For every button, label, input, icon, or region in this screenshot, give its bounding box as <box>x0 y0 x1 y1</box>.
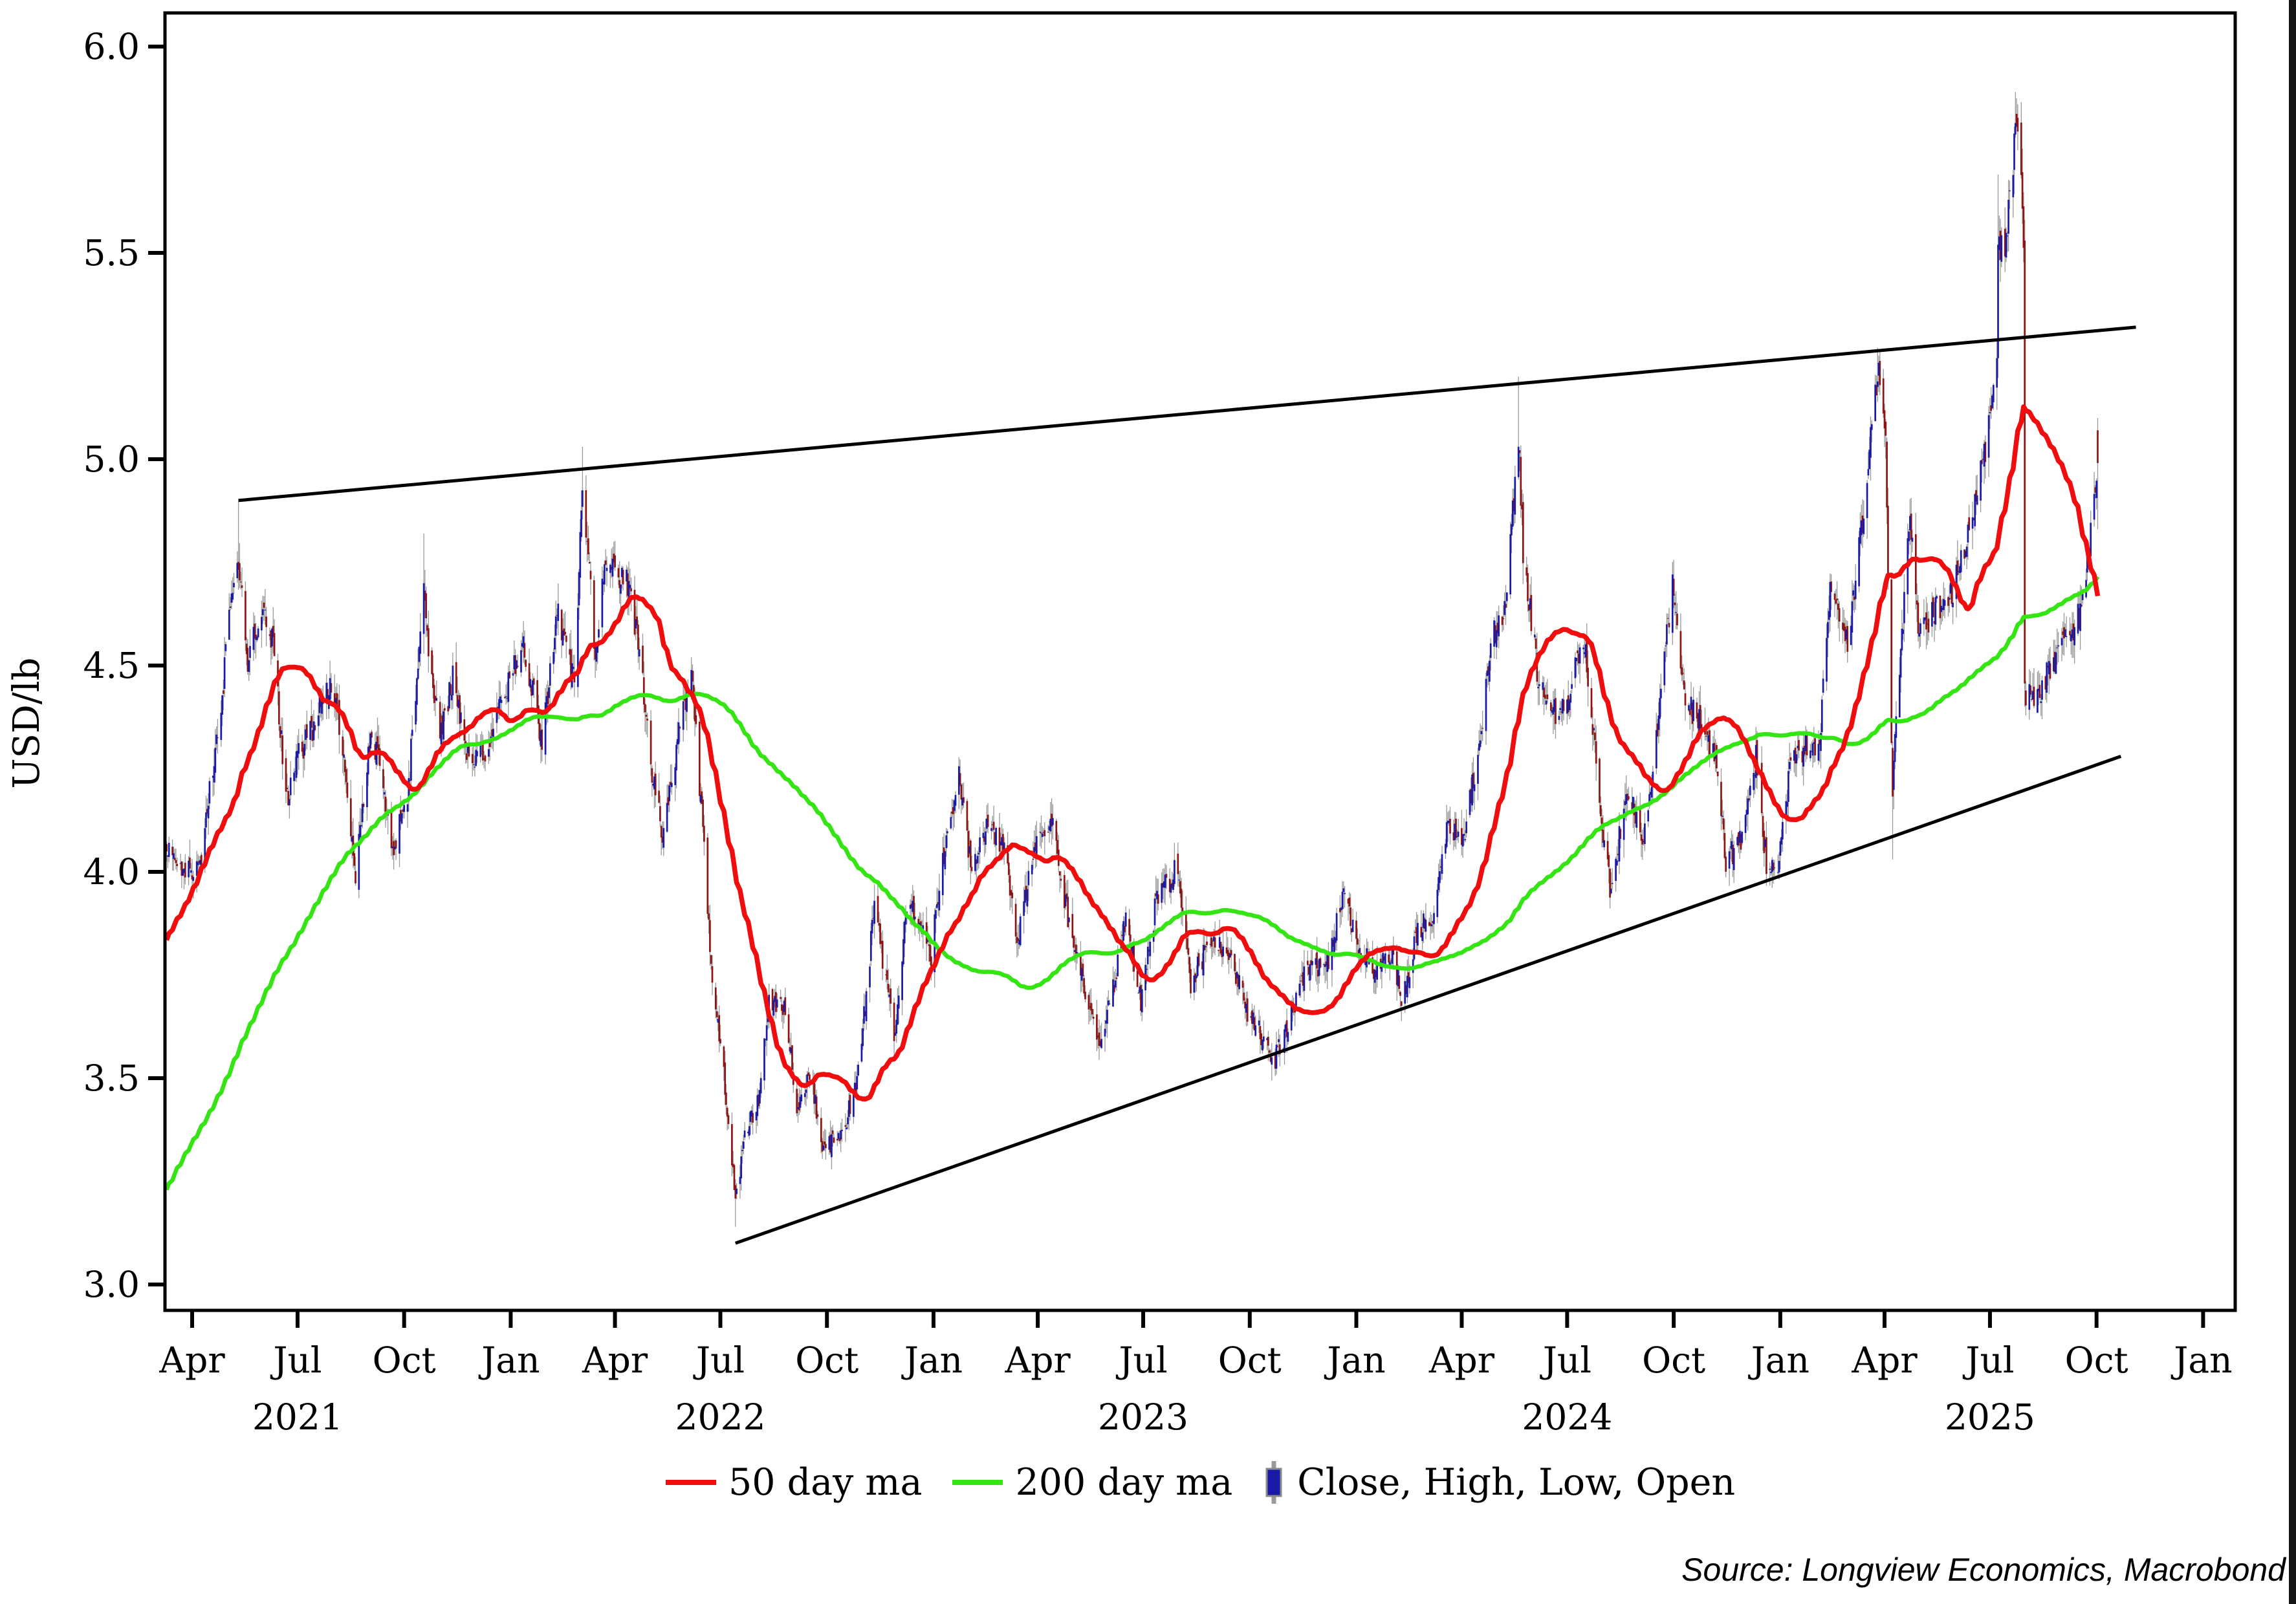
legend-item-50dma: 50 day ma <box>665 1461 922 1504</box>
svg-text:Oct: Oct <box>1218 1339 1282 1381</box>
svg-text:2023: 2023 <box>1098 1396 1188 1438</box>
legend-item-200dma: 200 day ma <box>952 1461 1232 1504</box>
svg-text:Apr: Apr <box>1428 1339 1495 1381</box>
legend-item-ohlc: Close, High, Low, Open <box>1262 1458 1735 1507</box>
svg-text:Oct: Oct <box>795 1339 858 1381</box>
svg-text:4.0: 4.0 <box>83 851 140 893</box>
red-line-swatch-icon <box>665 1480 716 1485</box>
svg-text:Jan: Jan <box>478 1339 540 1381</box>
legend-label-50dma: 50 day ma <box>728 1461 923 1504</box>
svg-text:4.5: 4.5 <box>83 645 140 686</box>
svg-text:Jul: Jul <box>1962 1339 2014 1381</box>
svg-text:Oct: Oct <box>373 1339 436 1381</box>
svg-text:Jul: Jul <box>693 1339 745 1381</box>
svg-text:Jul: Jul <box>1540 1339 1591 1381</box>
svg-text:Oct: Oct <box>1642 1339 1705 1381</box>
y-axis-title: USD/lb <box>6 657 48 788</box>
svg-text:2024: 2024 <box>1522 1396 1612 1438</box>
svg-text:Apr: Apr <box>1851 1339 1918 1381</box>
window-edge-strip <box>2289 0 2296 1604</box>
svg-text:Apr: Apr <box>159 1339 225 1381</box>
chart-legend: 50 day ma 200 day ma Close, High, Low, O… <box>165 1450 2235 1515</box>
plot-border <box>163 11 2237 1312</box>
svg-text:Jul: Jul <box>1116 1339 1168 1381</box>
svg-text:5.0: 5.0 <box>83 439 140 480</box>
legend-label-ohlc: Close, High, Low, Open <box>1297 1461 1736 1504</box>
svg-text:Apr: Apr <box>1004 1339 1071 1381</box>
svg-text:Jan: Jan <box>2170 1339 2232 1381</box>
candlestick-icon <box>1265 1461 1282 1504</box>
svg-text:5.5: 5.5 <box>83 232 140 274</box>
svg-text:3.0: 3.0 <box>83 1264 140 1305</box>
svg-text:2025: 2025 <box>1945 1396 2035 1438</box>
svg-text:Jan: Jan <box>901 1339 963 1381</box>
svg-text:2022: 2022 <box>675 1396 766 1438</box>
green-line-swatch-icon <box>952 1480 1003 1485</box>
svg-text:6.0: 6.0 <box>83 26 140 67</box>
source-attribution: Source: Longview Economics, Macrobond <box>1681 1552 2286 1588</box>
svg-text:Jan: Jan <box>1324 1339 1385 1381</box>
svg-text:Oct: Oct <box>2065 1339 2128 1381</box>
svg-text:Jan: Jan <box>1748 1339 1809 1381</box>
svg-text:Apr: Apr <box>582 1339 648 1381</box>
legend-label-200dma: 200 day ma <box>1015 1461 1233 1504</box>
svg-text:3.5: 3.5 <box>83 1057 140 1099</box>
svg-text:Jul: Jul <box>270 1339 322 1381</box>
svg-text:2021: 2021 <box>252 1396 343 1438</box>
